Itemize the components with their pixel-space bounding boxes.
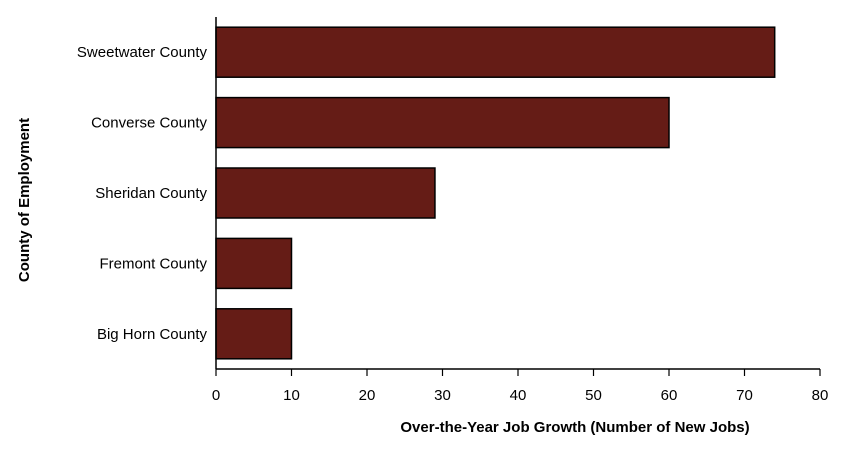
y-category-labels-group: Sweetwater County Converse County Sheridan… <box>77 44 208 343</box>
y-category-label: Big Horn County <box>97 326 208 343</box>
y-category-label: Sheridan County <box>95 185 207 202</box>
x-tick-label: 70 <box>736 387 753 404</box>
x-ticks-group: 0 10 20 30 40 50 60 70 80 <box>212 369 829 404</box>
y-category-label: Converse County <box>91 115 207 132</box>
x-tick-label: 50 <box>585 387 602 404</box>
bar-sweetwater-county <box>215 26 776 78</box>
bar-big-horn-county <box>215 308 293 360</box>
bar-sheridan-county <box>215 167 436 219</box>
bars-group <box>215 26 776 360</box>
x-tick-label: 60 <box>661 387 678 404</box>
x-tick-label: 10 <box>283 387 300 404</box>
x-tick-label: 80 <box>812 387 829 404</box>
bar-converse-county <box>215 96 670 149</box>
y-category-label: Fremont County <box>99 255 207 272</box>
x-axis-title: Over-the-Year Job Growth (Number of New … <box>400 419 749 436</box>
x-tick-label: 20 <box>359 387 376 404</box>
y-category-label: Sweetwater County <box>77 44 208 61</box>
x-tick-label: 30 <box>434 387 451 404</box>
y-axis-title: County of Employment <box>16 118 33 282</box>
x-tick-label: 40 <box>510 387 527 404</box>
bar-fremont-county <box>215 237 293 290</box>
x-tick-label: 0 <box>212 387 220 404</box>
